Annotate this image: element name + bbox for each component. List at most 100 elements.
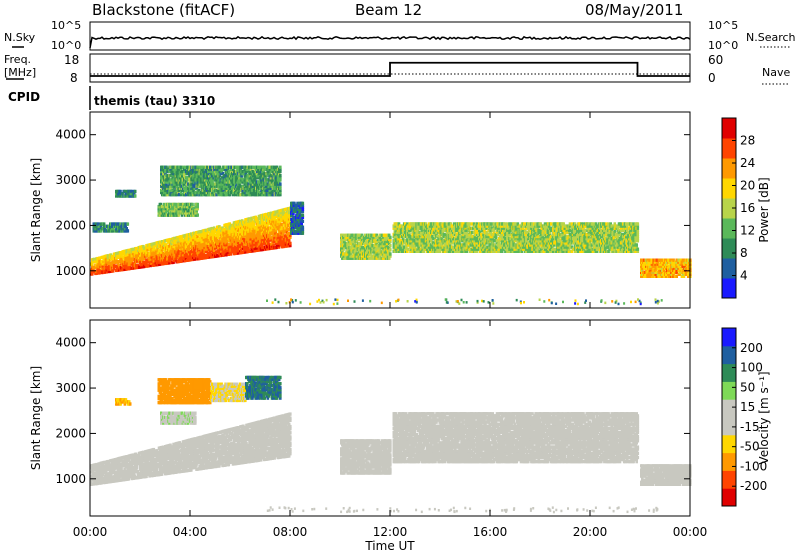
heatmap-cell — [292, 217, 295, 221]
heatmap-cell — [257, 246, 261, 250]
heatmap-cell — [92, 268, 95, 272]
heatmap-cell — [285, 227, 289, 232]
heatmap-cell — [246, 169, 250, 174]
heatmap-cell — [256, 244, 260, 248]
heatmap-cell — [280, 222, 284, 227]
heatmap-cell — [387, 250, 391, 254]
heatmap-cell — [370, 248, 373, 252]
heatmap-cell — [130, 260, 134, 264]
heatmap-cell — [451, 234, 455, 239]
heatmap-cell — [213, 190, 216, 195]
heatmap-cell — [109, 253, 113, 257]
heatmap-cell — [352, 239, 356, 244]
heatmap-cell — [238, 182, 241, 186]
heatmap-cell — [118, 192, 121, 196]
heatmap-cell — [209, 174, 212, 178]
heatmap-cell — [235, 176, 238, 180]
heatmap-cell — [389, 248, 392, 252]
heatmap-cell — [358, 233, 362, 237]
heatmap-cell — [149, 263, 152, 268]
heatmap-cell — [267, 238, 270, 243]
heatmap-cell — [231, 176, 234, 180]
heatmap-cell — [435, 232, 438, 237]
heatmap-cell — [118, 227, 121, 231]
heatmap-cell — [277, 219, 281, 223]
heatmap-cell — [127, 248, 131, 253]
heatmap-cell — [162, 174, 165, 178]
heatmap-cell — [450, 224, 454, 228]
heatmap-cell — [222, 230, 225, 234]
heatmap-cell — [185, 192, 188, 197]
heatmap-cell — [244, 171, 248, 176]
heatmap-cell — [417, 245, 421, 249]
heatmap-cell — [235, 237, 239, 241]
heatmap-cell — [281, 232, 285, 237]
nave-label: Nave — [762, 66, 790, 79]
heatmap-cell — [98, 271, 101, 275]
heatmap-cell — [245, 184, 249, 188]
heatmap-cell — [270, 211, 273, 215]
heatmap-cell — [385, 241, 389, 246]
heatmap-cell — [112, 227, 115, 231]
heatmap-cell — [405, 247, 408, 251]
heatmap-cell — [425, 226, 429, 230]
heatmap-cell — [223, 180, 227, 184]
heatmap-cell — [224, 251, 227, 255]
heatmap-cell — [276, 176, 280, 180]
heatmap-cell — [408, 230, 411, 235]
heatmap-cell — [348, 233, 351, 237]
heatmap-cell — [398, 232, 402, 237]
heatmap-cell — [433, 232, 436, 237]
heatmap-cell — [301, 227, 305, 231]
heatmap-cell — [241, 242, 244, 246]
heatmap-cell — [198, 244, 201, 248]
heatmap-cell — [220, 249, 223, 253]
heatmap-cell — [260, 178, 263, 182]
heatmap-cell — [440, 237, 444, 241]
heatmap-cell — [413, 243, 416, 247]
heatmap-cell — [101, 264, 105, 268]
heatmap-cell — [233, 247, 237, 251]
heatmap-cell — [196, 202, 199, 207]
heatmap-cell — [152, 250, 156, 255]
heatmap-cell — [277, 245, 281, 249]
heatmap-cell — [184, 246, 188, 250]
heatmap-cell — [133, 261, 137, 266]
heatmap-cell — [365, 244, 368, 248]
heatmap-cell — [125, 251, 128, 255]
heatmap-cell — [275, 241, 278, 245]
heatmap-cell — [373, 244, 376, 248]
heatmap-cell — [447, 245, 451, 249]
heatmap-cell — [175, 180, 179, 184]
heatmap-cell — [265, 184, 268, 188]
heatmap-cell — [145, 258, 148, 262]
heatmap-cell — [443, 222, 447, 226]
heatmap-cell — [251, 245, 255, 249]
heatmap-cell — [190, 184, 193, 188]
heatmap-cell — [211, 184, 214, 188]
heatmap-cell — [422, 239, 426, 243]
heatmap-cell — [246, 167, 250, 172]
heatmap-cell — [276, 184, 280, 188]
heatmap-cell — [247, 178, 251, 182]
heatmap-cell — [458, 226, 461, 230]
heatmap-cell — [134, 263, 138, 268]
heatmap-cell — [214, 174, 217, 178]
heatmap-cell — [419, 247, 423, 251]
cpid-value: themis (tau) 3310 — [94, 94, 215, 108]
heatmap-cell — [232, 186, 235, 190]
heatmap-cell — [265, 216, 268, 221]
heatmap-cell — [278, 229, 282, 233]
heatmap-cell — [389, 239, 392, 244]
heatmap-cell — [345, 250, 348, 254]
heatmap-cell — [400, 224, 404, 228]
heatmap-cell — [183, 182, 186, 186]
heatmap-cell — [107, 259, 111, 264]
heatmap-cell — [258, 171, 261, 176]
heatmap-cell — [176, 190, 180, 195]
heatmap-cell — [287, 208, 291, 213]
heatmap-cell — [169, 237, 172, 242]
heatmap-cell — [393, 249, 397, 253]
heatmap-cell — [145, 252, 148, 256]
heatmap-cell — [447, 237, 451, 241]
